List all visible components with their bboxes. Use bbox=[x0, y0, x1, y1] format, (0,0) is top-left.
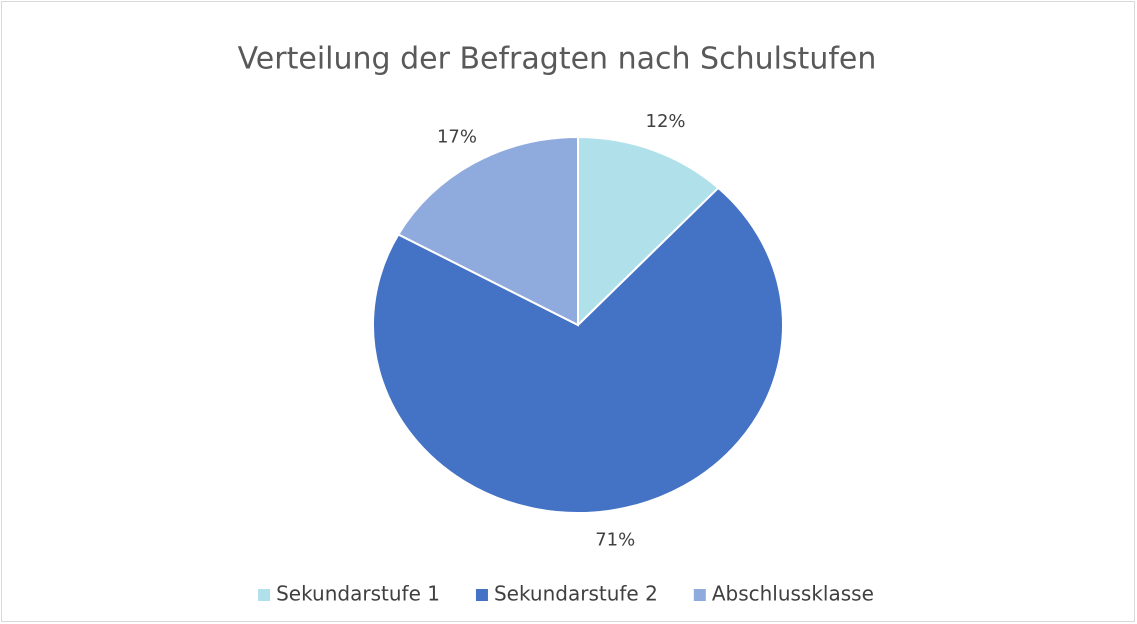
pie-slice bbox=[396, 135, 579, 327]
legend-label: Sekundarstufe 1 bbox=[276, 582, 440, 606]
pie-slice bbox=[577, 135, 720, 328]
chart-title: Verteilung der Befragten nach Schulstufe… bbox=[238, 42, 877, 77]
legend-label: Abschlussklasse bbox=[712, 582, 874, 606]
legend-label: Sekundarstufe 2 bbox=[494, 582, 658, 606]
pie-slice bbox=[372, 186, 784, 514]
data-label: 17% bbox=[437, 126, 477, 147]
data-label: 71% bbox=[595, 529, 635, 550]
legend-swatch bbox=[258, 589, 271, 601]
data-label: 12% bbox=[646, 111, 686, 132]
legend-swatch bbox=[693, 589, 706, 601]
legend-swatch bbox=[475, 589, 488, 601]
